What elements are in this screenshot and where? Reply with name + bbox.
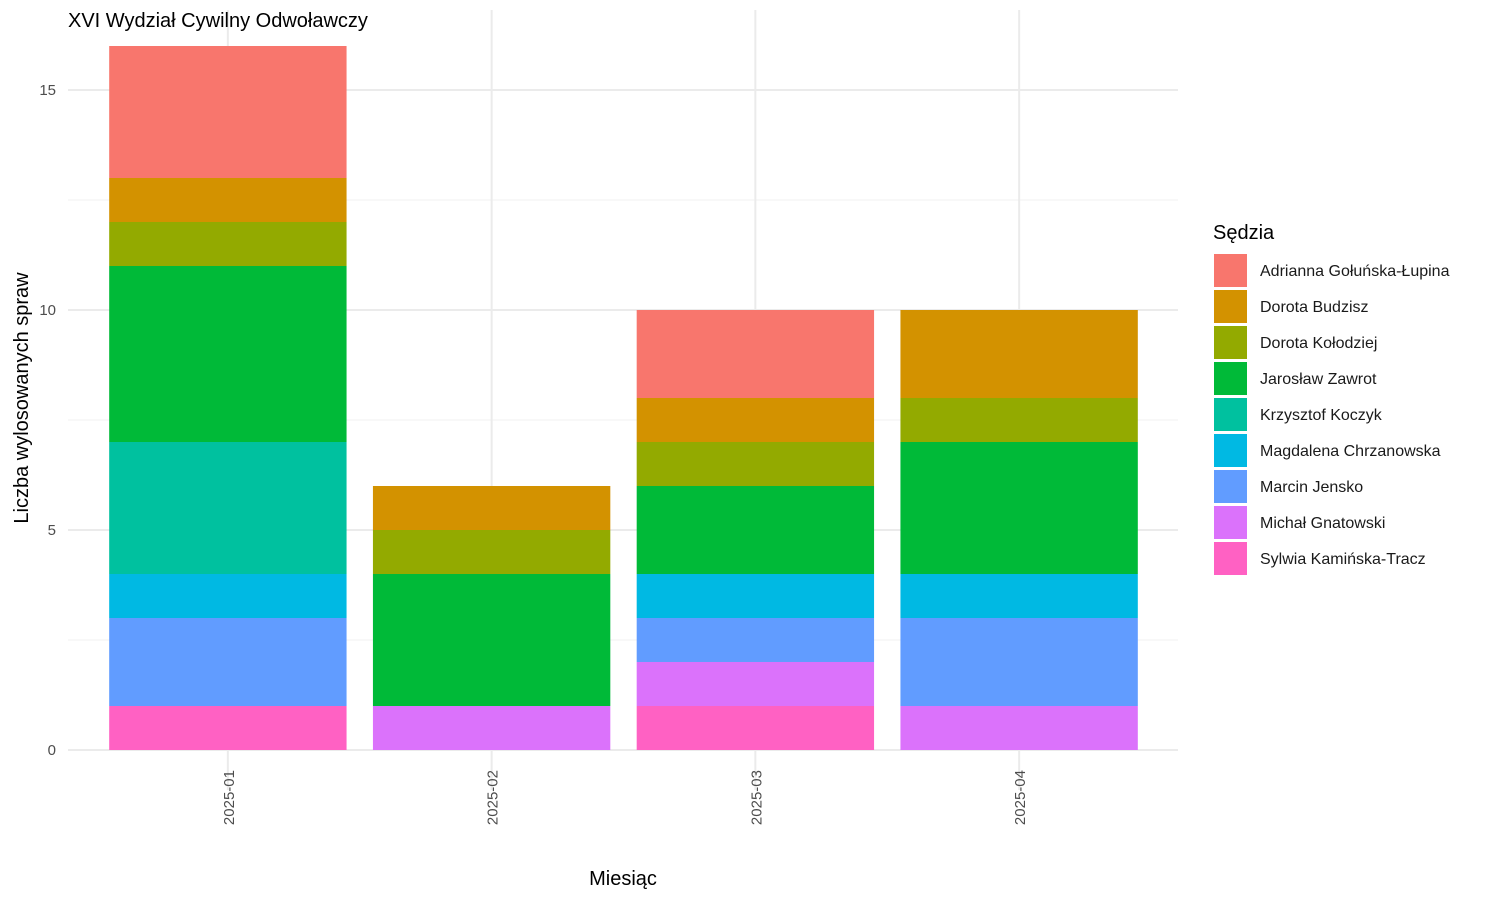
legend-title: Sędzia: [1213, 222, 1275, 244]
legend-label: Magdalena Chrzanowska: [1260, 443, 1441, 460]
legend-items: Adrianna Gołuńska-Łupina Dorota Budzisz Do…: [1214, 254, 1450, 575]
bar-segment: [636, 310, 875, 398]
bar-segment: [109, 706, 347, 750]
legend-swatch: [1214, 290, 1247, 323]
legend-swatch: [1214, 506, 1247, 539]
bar-segment: [109, 222, 347, 266]
legend-label: Adrianna Gołuńska-Łupina: [1260, 263, 1450, 280]
bar-segment: [372, 486, 611, 530]
x-tick-label: 2025-02: [485, 770, 502, 825]
x-tick-label: 2025-01: [221, 770, 238, 825]
bar-segment: [636, 618, 875, 662]
bar-segment: [900, 310, 1138, 398]
bar-segment: [636, 442, 875, 486]
y-tick-label: 10: [39, 302, 56, 319]
bar-segment: [109, 442, 347, 574]
bar-segment: [900, 574, 1138, 618]
bar-segment: [372, 706, 611, 750]
legend-swatch: [1214, 362, 1247, 395]
legend-label: Marcin Jensko: [1260, 479, 1363, 496]
bar-segment: [109, 574, 347, 618]
bar-segment: [636, 398, 875, 442]
bar-segment: [636, 574, 875, 618]
bars: [109, 46, 1138, 750]
legend-label: Krzysztof Koczyk: [1260, 407, 1383, 424]
legend-label: Michał Gnatowski: [1260, 515, 1385, 532]
y-tick-label: 0: [48, 742, 56, 759]
y-axis-ticks: 0 5 10 15: [39, 82, 56, 759]
legend-swatch: [1214, 542, 1247, 575]
legend-swatch: [1214, 326, 1247, 359]
bar-segment: [636, 486, 875, 574]
bar-segment: [900, 618, 1138, 706]
x-tick-label: 2025-03: [748, 770, 765, 825]
bar-segment: [900, 398, 1138, 442]
bar-segment: [109, 178, 347, 222]
bar-segment: [372, 530, 611, 574]
bar-segment: [900, 706, 1138, 750]
legend-swatch: [1214, 254, 1247, 287]
bar-segment: [109, 618, 347, 706]
bar-segment: [372, 574, 611, 706]
chart-title: XVI Wydział Cywilny Odwoławczy: [68, 10, 368, 32]
bar-segment: [636, 706, 875, 750]
legend-label: Jarosław Zawrot: [1260, 371, 1377, 388]
bar-segment: [636, 662, 875, 706]
bar-segment: [900, 442, 1138, 574]
legend-swatch: [1214, 398, 1247, 431]
legend-swatch: [1214, 434, 1247, 467]
y-axis-title: Liczba wylosowanych spraw: [11, 272, 33, 524]
legend-label: Sylwia Kamińska-Tracz: [1260, 551, 1426, 568]
x-axis-title: Miesiąc: [589, 868, 657, 890]
x-axis-ticks: 2025-01 2025-02 2025-03 2025-04: [221, 770, 1029, 825]
legend: Sędzia Adrianna Gołuńska-Łupina Dorota Bu…: [1213, 222, 1450, 575]
y-tick-label: 15: [39, 82, 56, 99]
y-tick-label: 5: [48, 522, 56, 539]
legend-swatch: [1214, 470, 1247, 503]
bar-segment: [109, 46, 347, 178]
legend-label: Dorota Budzisz: [1260, 299, 1369, 316]
legend-label: Dorota Kołodziej: [1260, 335, 1377, 352]
x-tick-label: 2025-04: [1012, 770, 1029, 825]
bar-segment: [109, 266, 347, 442]
